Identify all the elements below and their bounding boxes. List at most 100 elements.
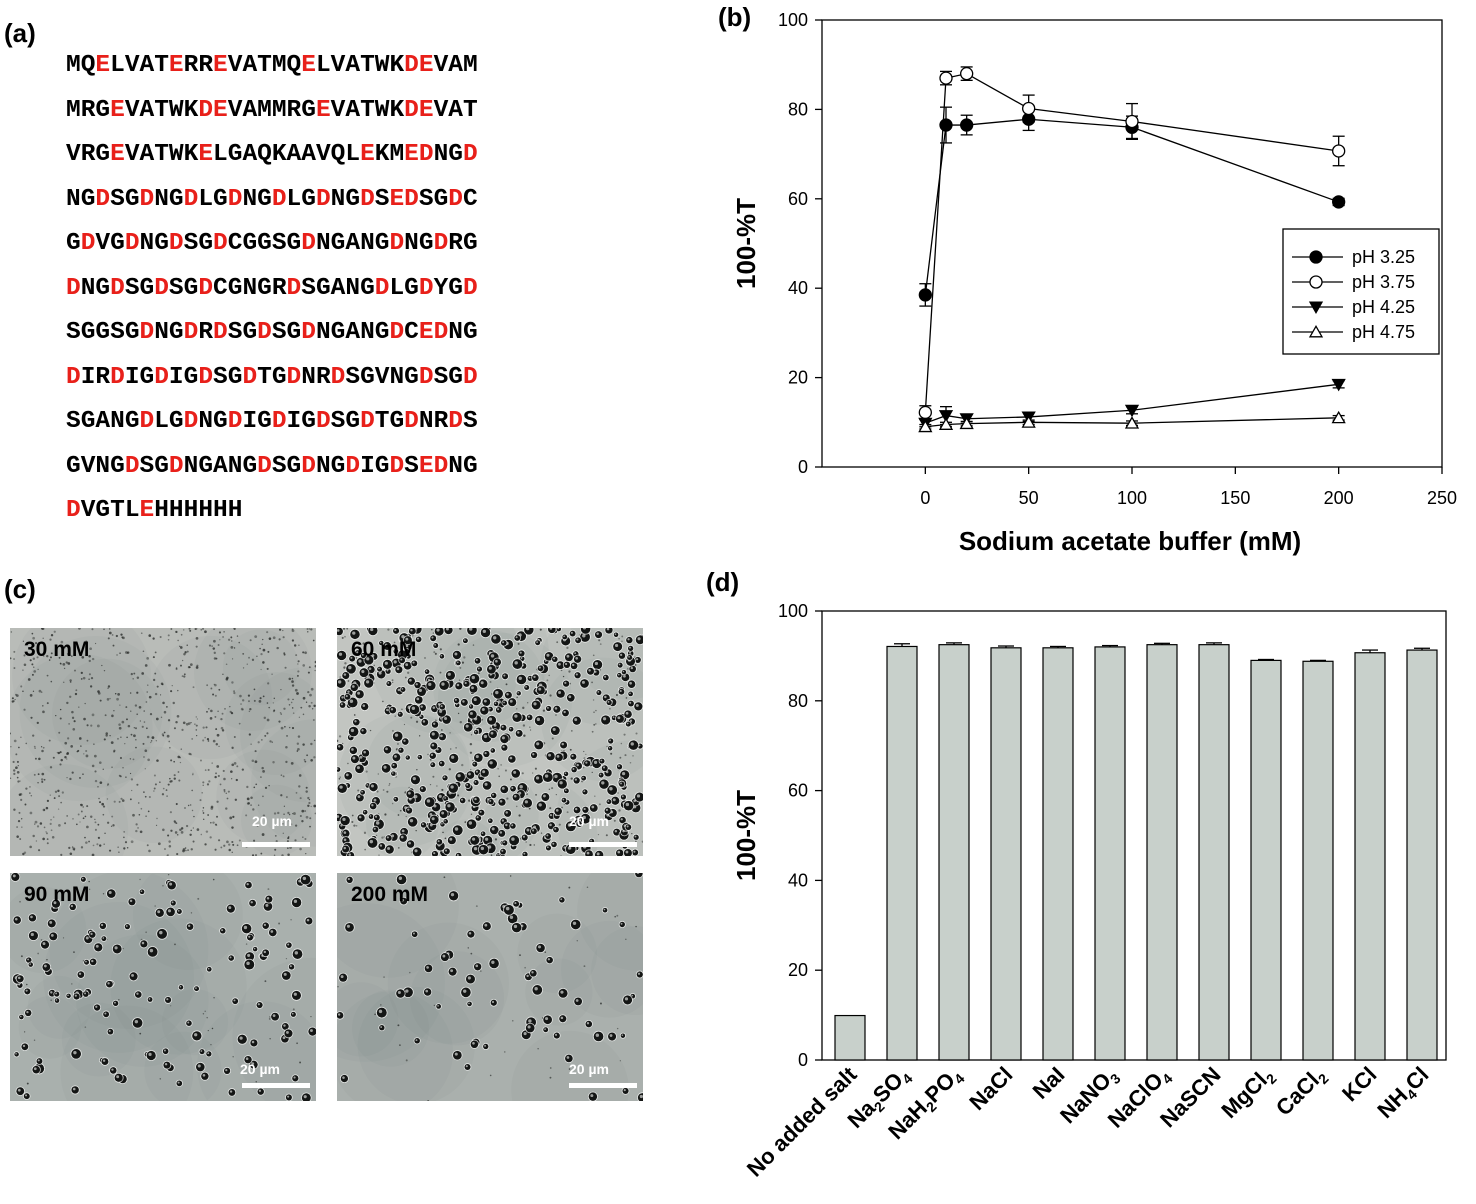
speckle [209, 836, 212, 839]
droplet-highlight [107, 982, 110, 985]
droplet [101, 1058, 109, 1066]
droplet [415, 636, 422, 643]
speckle [591, 681, 593, 684]
speckle [394, 715, 397, 717]
speckle [53, 797, 56, 800]
droplet-highlight [42, 942, 46, 946]
droplet [129, 972, 138, 981]
residue: M [66, 96, 81, 124]
droplet [409, 704, 420, 715]
speckle [34, 757, 37, 760]
droplet-highlight [443, 776, 446, 779]
speckle [292, 698, 294, 701]
droplet [436, 1004, 442, 1009]
speckle [32, 734, 35, 737]
residue: A [139, 141, 155, 168]
droplet [186, 1020, 192, 1026]
droplet [228, 955, 235, 961]
speckle [30, 716, 33, 719]
residue: S [404, 452, 419, 480]
droplet-highlight [454, 827, 459, 831]
droplet [430, 762, 436, 768]
speckle [291, 680, 294, 683]
speckle [31, 632, 34, 635]
speckle [130, 840, 134, 844]
speckle [195, 666, 199, 669]
droplet [94, 943, 103, 952]
speckle [516, 696, 518, 699]
speckle [257, 741, 260, 744]
residue: G [80, 185, 96, 213]
droplet-highlight [167, 909, 172, 913]
droplet-highlight [552, 842, 555, 845]
speckle [405, 1059, 408, 1062]
speckle [619, 1060, 621, 1062]
droplet-highlight [493, 636, 497, 640]
speckle [248, 733, 251, 736]
droplet-highlight [30, 932, 34, 937]
droplet [93, 1004, 101, 1011]
droplet [462, 638, 468, 644]
droplet [285, 1094, 292, 1101]
panel-label-c: (c) [4, 574, 36, 604]
droplet-highlight [257, 1003, 260, 1006]
series-1 [918, 66, 1346, 420]
droplet-highlight [501, 819, 505, 822]
droplet-highlight [570, 631, 573, 634]
droplet-highlight [450, 893, 455, 897]
droplet [350, 629, 360, 640]
droplet-highlight [177, 910, 180, 912]
speckle [189, 833, 192, 836]
speckle [175, 720, 178, 724]
droplet-highlight [481, 832, 484, 834]
speckle [80, 846, 84, 849]
speckle [192, 773, 194, 776]
speckle [16, 835, 19, 838]
speckle [146, 735, 150, 739]
speckle [302, 836, 304, 838]
speckle [97, 785, 99, 788]
speckle [91, 657, 95, 661]
droplet-highlight [638, 744, 641, 747]
residue: R [433, 408, 449, 435]
droplet-highlight [415, 1039, 418, 1042]
speckle [337, 739, 339, 742]
droplet [513, 900, 520, 907]
speckle [232, 815, 235, 819]
speckle [189, 753, 192, 756]
residue: N [227, 452, 243, 480]
speckle [181, 659, 184, 662]
speckle [277, 811, 280, 815]
speckle [119, 652, 121, 655]
droplet [438, 733, 447, 741]
speckle [34, 820, 38, 824]
speckle [150, 741, 152, 744]
speckle [113, 710, 115, 712]
speckle [91, 853, 95, 856]
speckle [616, 914, 619, 917]
droplet-highlight [490, 654, 495, 658]
droplet [559, 1015, 567, 1023]
droplet [101, 936, 107, 942]
speckle [210, 807, 214, 810]
droplet [466, 974, 475, 984]
droplet [526, 714, 533, 721]
droplet [489, 958, 499, 969]
speckle [195, 724, 198, 727]
residue: K [389, 52, 405, 79]
speckle [489, 681, 492, 683]
droplet [463, 680, 470, 687]
droplet-highlight [369, 839, 374, 844]
speckle [43, 778, 46, 781]
droplet [367, 837, 378, 848]
speckle [167, 783, 170, 786]
droplet [80, 876, 86, 882]
speckle [260, 852, 263, 855]
acidic-residue: D [139, 319, 155, 346]
droplet-highlight [497, 854, 499, 856]
acidic-residue: D [198, 96, 214, 124]
speckle [263, 716, 267, 720]
speckle [156, 817, 158, 820]
residue: G [227, 141, 243, 168]
speckle [551, 787, 554, 790]
